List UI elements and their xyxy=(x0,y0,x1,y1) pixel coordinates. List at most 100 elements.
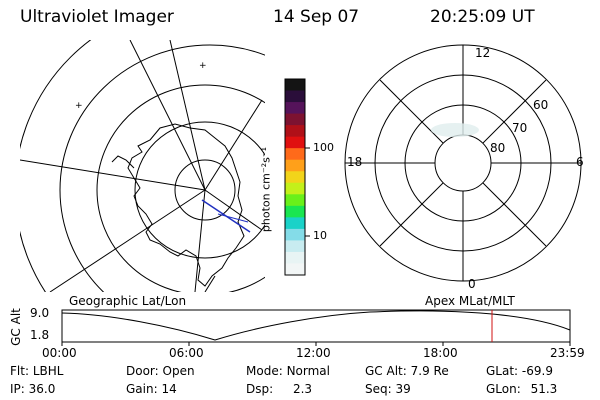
status-value: Open xyxy=(162,364,195,378)
instrument-title: Ultraviolet Imager xyxy=(20,7,174,27)
colorbar-cell xyxy=(285,102,305,115)
mlt-label-top: 12 xyxy=(475,46,491,60)
mlt-line-21 xyxy=(379,182,444,247)
lat-circle-80 xyxy=(174,159,236,221)
date-label: 14 Sep 07 xyxy=(273,7,360,27)
time-tick-2359: 23:59 xyxy=(550,346,585,360)
altitude-plot-frame xyxy=(61,309,571,343)
mlt-label-bottom: 0 xyxy=(468,277,476,291)
status-value: 39 xyxy=(395,382,411,396)
mlt-line-09 xyxy=(482,79,547,144)
colorbar-frame xyxy=(284,78,306,276)
ross-ice-shelf xyxy=(204,275,216,292)
altitude-curve xyxy=(61,310,571,341)
status-value: Normal xyxy=(286,364,330,378)
time-label: 20:25:09 UT xyxy=(430,7,535,27)
mlat-label-80: 80 xyxy=(490,141,506,155)
colorbar xyxy=(285,79,305,276)
altitude-ytick-low: 1.8 xyxy=(30,328,50,342)
geographic-map xyxy=(20,40,265,292)
status-value: LBHL xyxy=(32,364,64,378)
colorbar-cell xyxy=(285,79,305,92)
colorbar-cell xyxy=(285,240,305,253)
colorbar-cell xyxy=(285,217,305,230)
status-mode: Mode: Normal xyxy=(246,364,330,378)
colorbar-cell xyxy=(285,194,305,207)
status-value: -69.9 xyxy=(521,364,553,378)
colorbar-cell xyxy=(285,159,305,172)
time-tick-1200: 12:00 xyxy=(296,346,331,360)
time-tick-0600: 06:00 xyxy=(169,346,204,360)
status-flt: Flt: LBHL xyxy=(10,364,63,378)
status-key: Mode: xyxy=(246,364,283,378)
status-dsp: Dsp: 2.3 xyxy=(246,382,312,396)
status-key: Flt: xyxy=(10,364,29,378)
status-seq: Seq: 39 xyxy=(365,382,411,396)
colorbar-cell xyxy=(285,171,305,184)
colorbar-cell xyxy=(285,113,305,126)
status-glat: GLat: -69.9 xyxy=(486,364,553,378)
antarctica-coastline xyxy=(127,123,245,287)
colorbar-cell xyxy=(285,263,305,276)
time-tick-1800: 18:00 xyxy=(423,346,458,360)
status-door: Door: Open xyxy=(126,364,195,378)
mlt-label-right: 6 xyxy=(576,155,584,169)
meridian-line xyxy=(204,189,263,231)
status-key: GLat: xyxy=(486,364,519,378)
geographic-caption: Geographic Lat/Lon xyxy=(69,294,187,308)
status-key: Gain: xyxy=(126,382,158,396)
meridian-line xyxy=(194,189,206,292)
status-value: 51.3 xyxy=(530,382,558,396)
meridian-line xyxy=(129,40,206,191)
status-key: GC Alt: xyxy=(365,364,407,378)
colorbar-cell xyxy=(285,148,305,161)
mlt-label-left: 18 xyxy=(347,155,363,169)
colorbar-cell xyxy=(285,136,305,149)
status-gain: Gain: 14 xyxy=(126,382,177,396)
status-value: 36.0 xyxy=(28,382,56,396)
status-value: 14 xyxy=(161,382,177,396)
mlat-label-60: 60 xyxy=(533,98,549,112)
mlat-label-70: 70 xyxy=(512,121,528,135)
status-value: 7.9 Re xyxy=(410,364,449,378)
colorbar-cell xyxy=(285,182,305,195)
status-key: Door: xyxy=(126,364,159,378)
status-key: Seq: xyxy=(365,382,392,396)
antarctic-peninsula xyxy=(111,155,135,169)
meridian-line xyxy=(204,99,263,191)
colorbar-cell xyxy=(285,205,305,218)
apex-caption: Apex MLat/MLT xyxy=(425,294,515,308)
meridian-line xyxy=(49,189,206,292)
mlt-line-03 xyxy=(482,182,547,247)
status-key: GLon: xyxy=(486,382,521,396)
satellite-track-2 xyxy=(217,213,249,223)
lat-circle-50 xyxy=(59,44,265,292)
mlat-mlt-polar-plot xyxy=(344,44,582,282)
colorbar-unit-label: photon cm⁻²s⁻¹ xyxy=(259,146,273,233)
status-ip: IP: 36.0 xyxy=(10,382,55,396)
meridian-line xyxy=(169,40,206,191)
colorbar-cell xyxy=(285,228,305,241)
altitude-ytick-high: 9.0 xyxy=(30,306,50,320)
colorbar-cell xyxy=(285,125,305,138)
colorbar-tick-label-10: 10 xyxy=(313,229,327,242)
lat-circle-70 xyxy=(134,121,265,259)
status-value: 2.3 xyxy=(292,382,313,396)
colorbar-tick-label-100: 100 xyxy=(313,141,334,154)
meridian-line xyxy=(20,159,206,191)
status-gc-alt: GC Alt: 7.9 Re xyxy=(365,364,449,378)
map-tick-mark: + xyxy=(75,101,83,111)
status-key: Dsp: xyxy=(246,382,274,396)
status-key: IP: xyxy=(10,382,25,396)
colorbar-cell xyxy=(285,251,305,264)
altitude-ylabel: GC Alt xyxy=(9,308,23,346)
map-tick-mark: + xyxy=(199,61,207,71)
colorbar-cell xyxy=(285,90,305,103)
mlt-line-15 xyxy=(379,79,444,144)
status-glon: GLon: 51.3 xyxy=(486,382,557,396)
time-tick-0000: 00:00 xyxy=(42,346,77,360)
auroral-glow xyxy=(431,123,479,137)
lat-circle-60 xyxy=(96,84,265,292)
mlat-circle-80 xyxy=(434,134,492,192)
